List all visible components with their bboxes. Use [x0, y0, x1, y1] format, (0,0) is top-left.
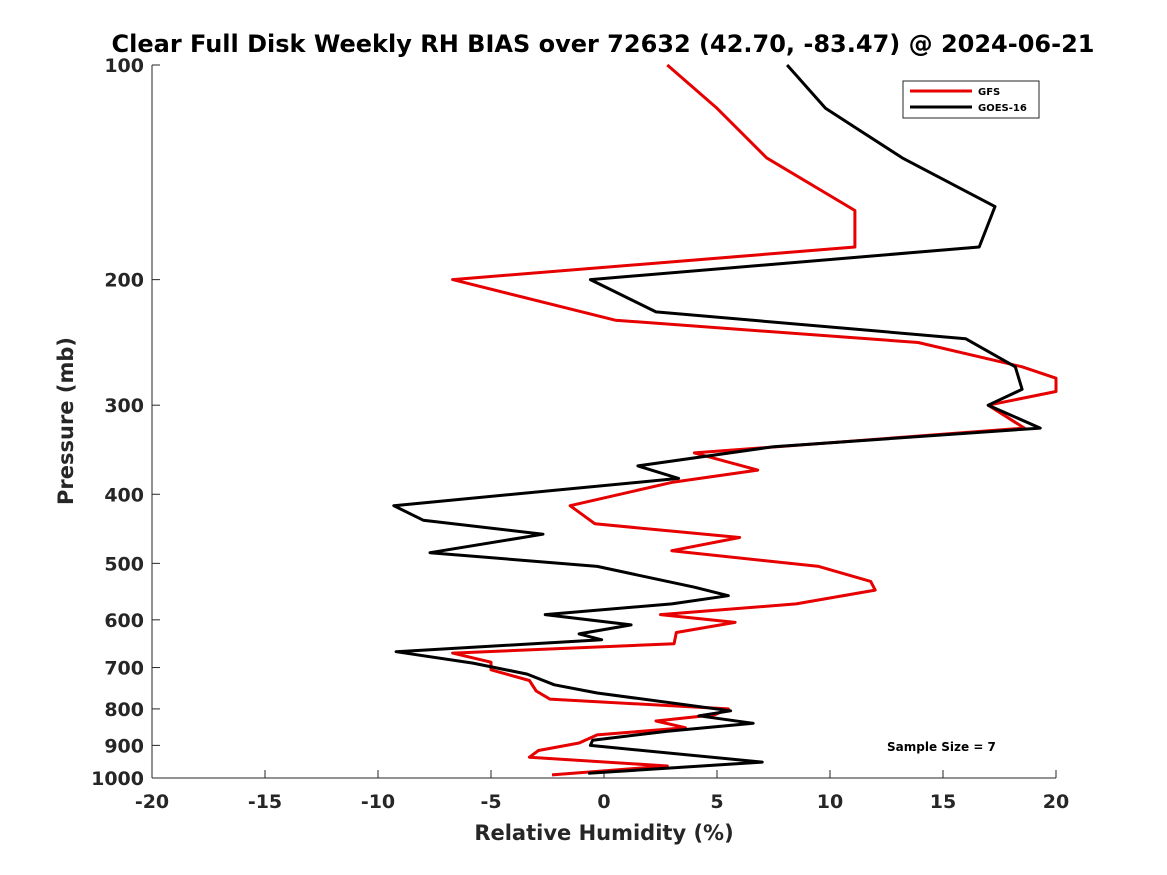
x-axis-label: Relative Humidity (%) [474, 821, 733, 845]
y-tick-label: 100 [104, 55, 144, 77]
legend: GFS GOES-16 [902, 80, 1040, 119]
legend-label-gfs: GFS [978, 87, 1000, 98]
legend-box [902, 80, 1040, 119]
y-tick-label: 400 [104, 484, 144, 506]
series-group [392, 63, 1058, 777]
y-tick-label: 200 [104, 270, 144, 292]
x-tick-label: 10 [817, 791, 843, 813]
y-ticks: 100 200 300 400 500 600 700 800 900 1000 [91, 55, 160, 790]
y-tick-label: 700 [104, 658, 144, 680]
y-tick-label: 1000 [91, 768, 144, 790]
x-tick-label: 5 [710, 791, 723, 813]
y-tick-label: 500 [104, 553, 144, 575]
series-line-goes-16 [392, 64, 1042, 775]
x-tick-label: -15 [248, 791, 282, 813]
y-tick-label: 800 [104, 699, 144, 721]
x-ticks: -20 -15 -10 -5 0 5 10 15 20 [135, 770, 1069, 813]
x-tick-label: 20 [1043, 791, 1069, 813]
x-tick-label: 0 [597, 791, 610, 813]
x-tick-label: -10 [361, 791, 395, 813]
y-tick-label: 300 [104, 395, 144, 417]
x-tick-label: 15 [930, 791, 956, 813]
chart-title: Clear Full Disk Weekly RH BIAS over 7263… [112, 30, 1095, 58]
y-axis-label: Pressure (mb) [54, 337, 78, 505]
plot-area [151, 65, 1056, 779]
series-line-gfs [451, 63, 1058, 777]
sample-size-annotation: Sample Size = 7 [887, 740, 996, 754]
legend-label-goes16: GOES-16 [978, 103, 1027, 114]
y-tick-label: 600 [104, 610, 144, 632]
x-tick-label: -20 [135, 791, 169, 813]
y-tick-label: 900 [104, 735, 144, 757]
x-tick-label: -5 [480, 791, 501, 813]
